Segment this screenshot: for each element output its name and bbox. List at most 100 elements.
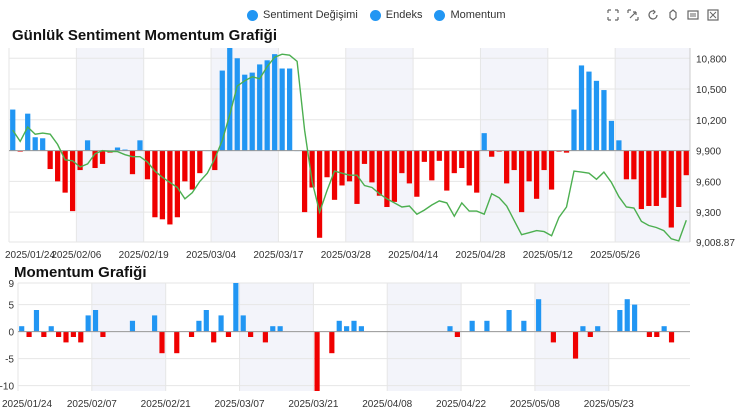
momentum-bar bbox=[454, 331, 460, 337]
y-axis-tick-label: 9,900 bbox=[696, 147, 721, 158]
sentiment-bar bbox=[578, 65, 585, 151]
sentiment-bar bbox=[144, 150, 151, 180]
sentiment-bar bbox=[384, 150, 390, 208]
momentum-bar bbox=[262, 331, 268, 343]
sentiment-bar bbox=[92, 150, 98, 169]
x-axis-tick-label: 2025/02/19 bbox=[119, 250, 169, 261]
y-axis-tick-label: 10,200 bbox=[696, 116, 727, 127]
sentiment-bar bbox=[661, 150, 667, 198]
momentum-bar bbox=[63, 331, 69, 343]
momentum-bar bbox=[218, 315, 224, 332]
legend-dot-icon bbox=[247, 9, 258, 21]
sentiment-bar bbox=[563, 150, 570, 153]
sentiment-bar bbox=[234, 58, 240, 151]
momentum-bar bbox=[572, 331, 579, 359]
sentiment-bar bbox=[159, 150, 166, 220]
x-axis-tick-label: 2025/03/17 bbox=[253, 250, 303, 261]
chart-legend: Sentiment Değişimi Endeks Momentum bbox=[247, 9, 506, 21]
legend-item[interactable]: Sentiment Değişimi bbox=[247, 9, 358, 21]
sentiment-bar bbox=[676, 150, 682, 208]
sentiment-bar bbox=[331, 150, 338, 200]
momentum-bar bbox=[100, 331, 106, 337]
momentum-bar bbox=[26, 331, 32, 337]
legend-item[interactable]: Momentum bbox=[434, 9, 506, 21]
sentiment-bar bbox=[316, 150, 323, 238]
momentum-bar bbox=[48, 326, 54, 332]
momentum-bar bbox=[521, 320, 527, 332]
sentiment-bar bbox=[339, 150, 345, 186]
momentum-bar bbox=[78, 331, 84, 343]
x-axis-tick-label: 2025/05/23 bbox=[584, 399, 634, 410]
sentiment-bar bbox=[376, 150, 383, 196]
legend-item[interactable]: Endeks bbox=[369, 9, 422, 21]
zoom-reset-icon[interactable] bbox=[626, 8, 640, 22]
momentum-chart-title: Momentum Grafiği bbox=[14, 264, 147, 281]
x-axis-tick-label: 2025/05/08 bbox=[510, 399, 560, 410]
sentiment-bar bbox=[406, 150, 412, 184]
sentiment-bar bbox=[17, 150, 23, 152]
sentiment-bar bbox=[481, 133, 487, 151]
sentiment-bar bbox=[47, 150, 53, 170]
sentiment-bar bbox=[189, 150, 195, 190]
momentum-bar bbox=[646, 331, 652, 337]
sentiment-bar bbox=[533, 150, 540, 199]
sentiment-bar bbox=[361, 150, 368, 164]
sentiment-bar bbox=[489, 150, 495, 157]
refresh-icon[interactable] bbox=[646, 8, 660, 22]
sentiment-bar bbox=[279, 68, 285, 151]
sentiment-bar bbox=[129, 150, 136, 175]
sentiment-bar bbox=[421, 150, 427, 162]
sentiment-bar bbox=[10, 109, 16, 151]
sentiment-bar bbox=[399, 150, 405, 174]
momentum-bar bbox=[70, 331, 76, 337]
sentiment-bar bbox=[167, 150, 173, 225]
momentum-bar bbox=[314, 331, 320, 391]
chart-band bbox=[615, 48, 690, 242]
chart-toolbox bbox=[606, 8, 720, 22]
momentum-bar bbox=[240, 315, 246, 332]
momentum-bar bbox=[270, 326, 276, 332]
x-axis-tick-label: 2025/05/12 bbox=[523, 250, 573, 261]
momentum-bar bbox=[587, 331, 593, 337]
sentiment-bar bbox=[346, 150, 353, 182]
momentum-bar bbox=[159, 331, 165, 354]
sentiment-bar bbox=[77, 150, 83, 171]
momentum-bar bbox=[41, 331, 47, 337]
sentiment-bar bbox=[32, 137, 38, 151]
momentum-bar bbox=[329, 331, 335, 354]
sentiment-bar bbox=[301, 150, 308, 213]
sentiment-bar bbox=[511, 150, 517, 171]
sentiment-bar bbox=[219, 70, 225, 151]
momentum-bar bbox=[174, 331, 180, 354]
zoom-select-icon[interactable] bbox=[606, 8, 620, 22]
momentum-bar bbox=[668, 331, 675, 343]
momentum-bar bbox=[152, 315, 158, 332]
sentiment-bar bbox=[638, 150, 644, 210]
sentiment-bar bbox=[541, 150, 547, 171]
y-axis-tick-label: 9 bbox=[8, 279, 14, 290]
legend-label: Momentum bbox=[450, 9, 506, 21]
momentum-bar bbox=[203, 310, 209, 332]
restore-icon[interactable] bbox=[666, 8, 680, 22]
x-axis-tick-label: 2025/03/21 bbox=[288, 399, 338, 410]
sentiment-bar bbox=[631, 150, 637, 180]
y-axis-tick-label: 9,300 bbox=[696, 208, 721, 219]
save-image-icon[interactable] bbox=[706, 8, 720, 22]
sentiment-bar bbox=[182, 150, 188, 182]
y-axis-tick-label: -5 bbox=[5, 355, 14, 366]
data-view-icon[interactable] bbox=[686, 8, 700, 22]
sentiment-bar bbox=[152, 150, 158, 218]
momentum-bar bbox=[336, 320, 342, 332]
sentiment-bar bbox=[451, 150, 457, 174]
momentum-bar bbox=[56, 331, 62, 337]
chart-band bbox=[534, 283, 609, 391]
sentiment-bar bbox=[212, 150, 218, 171]
x-axis-tick-label: 2025/01/24 bbox=[5, 250, 55, 261]
momentum-bar bbox=[484, 320, 490, 332]
momentum-bar bbox=[469, 320, 475, 332]
sentiment-bar bbox=[414, 150, 420, 197]
sentiment-bar bbox=[436, 150, 442, 161]
y-axis-tick-label: 9,008.87 bbox=[696, 238, 735, 249]
sentiment-bar bbox=[556, 150, 562, 152]
